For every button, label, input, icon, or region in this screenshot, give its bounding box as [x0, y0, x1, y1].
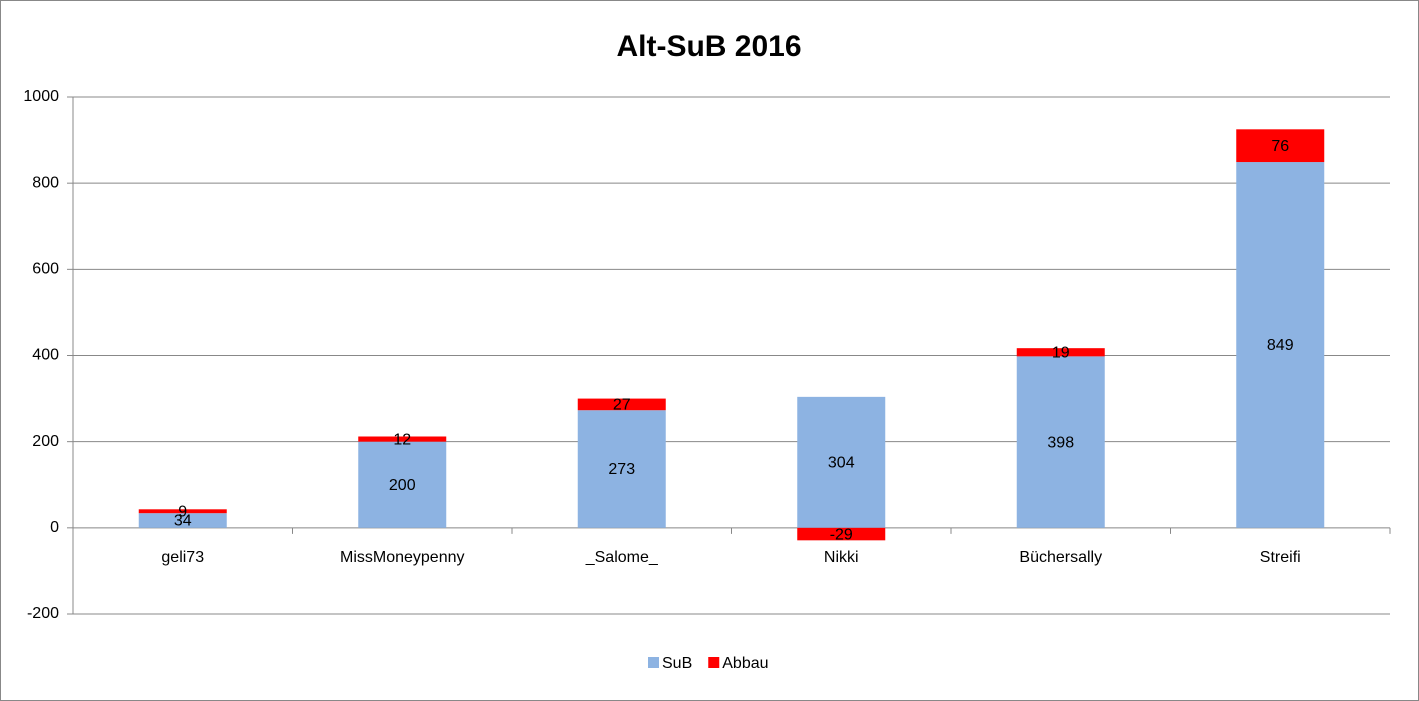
data-label: 12 [393, 431, 411, 448]
y-tick-label: 200 [32, 433, 59, 450]
data-label: 19 [1052, 344, 1070, 361]
bar-segment [797, 527, 886, 541]
bar-segment [1016, 348, 1105, 357]
x-tick-label: geli73 [161, 549, 204, 566]
bar-segment [138, 509, 227, 514]
x-tick-label: Nikki [824, 549, 859, 566]
x-tick-label: Streifi [1260, 549, 1301, 566]
x-tick-label: MissMoneypenny [340, 549, 465, 566]
bar-segment [358, 441, 447, 528]
legend-label: SuB [662, 655, 692, 672]
x-tick-label: _Salome_ [585, 549, 659, 566]
data-label: 76 [1271, 138, 1289, 155]
data-label: 273 [608, 461, 635, 478]
data-label: 304 [828, 455, 855, 472]
bar-segment [1016, 356, 1105, 528]
bar-segment [138, 513, 227, 528]
bar-segment [1236, 129, 1325, 163]
bar-segment [1236, 162, 1325, 528]
bar-segment [358, 436, 447, 442]
chart-title: Alt-SuB 2016 [616, 30, 801, 63]
bar-segment [797, 396, 886, 528]
bar-segment [577, 398, 666, 411]
legend-swatch [648, 657, 659, 668]
data-label: 34 [174, 513, 192, 530]
legend-swatch [708, 657, 720, 668]
y-tick-label: -200 [27, 605, 59, 622]
data-label: 849 [1267, 337, 1294, 354]
data-label: 27 [613, 397, 631, 414]
y-tick-label: 400 [32, 347, 59, 364]
y-tick-label: 0 [50, 519, 59, 536]
x-tick-label: Büchersally [1019, 549, 1102, 566]
data-label: 398 [1047, 434, 1074, 451]
y-tick-label: 800 [32, 174, 59, 191]
y-tick-label: 1000 [23, 88, 59, 105]
data-label: 200 [389, 477, 416, 494]
legend-label: Abbau [722, 655, 768, 672]
data-label: -29 [830, 526, 853, 543]
bar-segment [577, 410, 666, 528]
data-label: 9 [178, 503, 187, 520]
y-tick-label: 600 [32, 261, 59, 278]
